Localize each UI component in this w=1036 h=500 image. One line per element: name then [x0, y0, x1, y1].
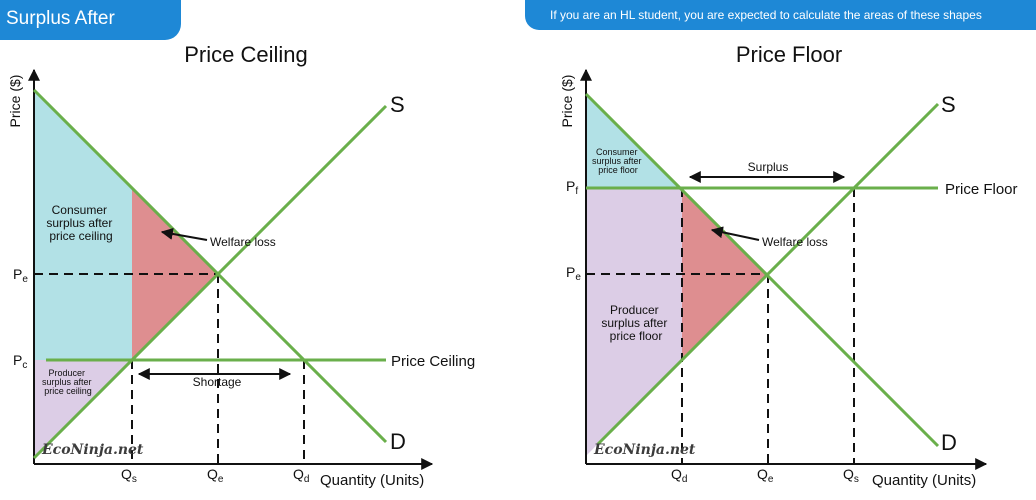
floor-demand-label: D [941, 430, 957, 455]
ceiling-supply-label: S [390, 92, 405, 117]
ceiling-demand-curve [32, 88, 388, 444]
ceiling-pc-label: Pc [13, 352, 27, 371]
ceiling-demand-label: D [390, 429, 406, 454]
floor-consumer-surplus-text: Consumer surplus after price floor [592, 147, 644, 175]
floor-pe-label: Pe [566, 264, 581, 283]
ceiling-consumer-surplus-text: Consumer surplus after price ceiling [46, 203, 115, 243]
floor-producer-surplus-area [586, 188, 682, 456]
price-ceiling-diagram: Price Ceiling S D Price Ceiling Price ($… [7, 42, 475, 489]
price-floor-diagram: Price Floor S D Price Floor Price ($) Qu… [559, 42, 1018, 489]
header-tab-left-label: Surplus After [6, 8, 115, 29]
floor-welfare-loss-label: Welfare loss [762, 235, 828, 249]
ceiling-policy-label: Price Ceiling [391, 353, 475, 370]
floor-title: Price Floor [736, 42, 842, 67]
floor-qe-label: Qe [757, 466, 774, 485]
ceiling-shortage-label: Shortage [193, 375, 242, 389]
floor-supply-label: S [941, 92, 956, 117]
floor-policy-label: Price Floor [945, 181, 1018, 198]
ceiling-y-axis-label: Price ($) [7, 75, 23, 128]
ceiling-welfare-loss-arrow [160, 227, 208, 241]
header-note-text: If you are an HL student, you are expect… [550, 8, 982, 22]
ceiling-pe-label: Pe [13, 266, 28, 285]
ceiling-producer-surplus-text: Producer surplus after price ceiling [42, 368, 94, 396]
ceiling-welfare-loss-label: Welfare loss [210, 235, 276, 249]
ceiling-x-axis-label: Quantity (Units) [320, 472, 424, 489]
floor-x-axis-label: Quantity (Units) [872, 472, 976, 489]
ceiling-qd-label: Qd [293, 466, 309, 485]
ceiling-qe-label: Qe [207, 466, 224, 485]
floor-supply-curve [596, 102, 940, 446]
ceiling-qs-label: Qs [121, 466, 137, 485]
floor-watermark: EcoNinja.net [593, 442, 696, 458]
header-tab-left: Surplus After [0, 0, 181, 40]
ceiling-consumer-surplus-area [34, 90, 132, 360]
header-note: If you are an HL student, you are expect… [525, 0, 1036, 30]
floor-y-axis-label: Price ($) [559, 75, 575, 128]
floor-pf-label: Pf [566, 178, 578, 197]
ceiling-title: Price Ceiling [184, 42, 308, 67]
floor-producer-surplus-text: Producer surplus after price floor [601, 303, 670, 343]
floor-qs-label: Qs [843, 466, 859, 485]
floor-welfare-loss-arrow [710, 226, 760, 241]
floor-demand-curve [584, 92, 940, 448]
ceiling-watermark: EcoNinja.net [41, 442, 144, 458]
ceiling-supply-curve [32, 104, 388, 460]
floor-qd-label: Qd [671, 466, 687, 485]
floor-surplus-label: Surplus [748, 160, 789, 174]
